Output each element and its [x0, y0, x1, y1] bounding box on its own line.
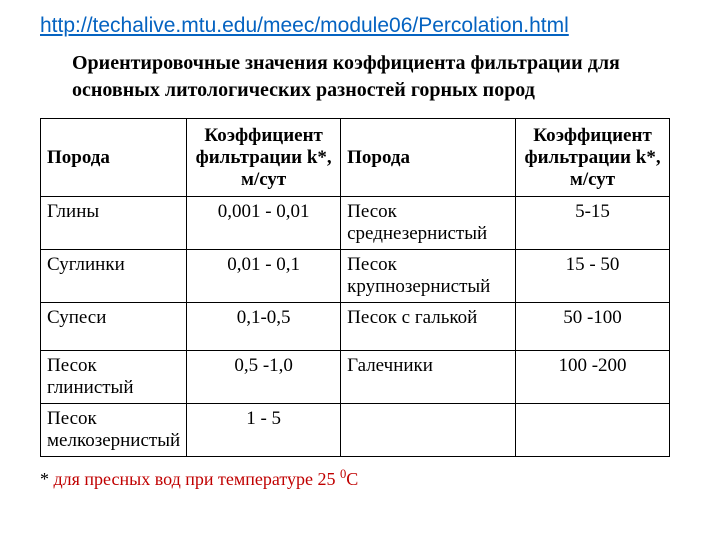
cell: Песок с галькой [341, 303, 516, 351]
cell: Супеси [41, 303, 187, 351]
cell [516, 404, 670, 457]
cell: Суглинки [41, 250, 187, 303]
filtration-table: Порода Коэффициент фильтрации k*, м/сут … [40, 118, 670, 457]
cell: 15 - 50 [516, 250, 670, 303]
cell: 0,1-0,5 [187, 303, 341, 351]
cell: 5-15 [516, 197, 670, 250]
table-row: Глины 0,001 - 0,01 Песок среднезернистый… [41, 197, 670, 250]
table-row: Песок глинистый 0,5 -1,0 Галечники 100 -… [41, 351, 670, 404]
cell: Песок глинистый [41, 351, 187, 404]
cell: 0,001 - 0,01 [187, 197, 341, 250]
cell: 100 -200 [516, 351, 670, 404]
header-coef-1: Коэффициент фильтрации k*, м/сут [187, 119, 341, 197]
table-row: Суглинки 0,01 - 0,1 Песок крупнозернисты… [41, 250, 670, 303]
footnote-text: для пресных вод при температуре 25 0С [54, 469, 359, 489]
table-row: Супеси 0,1-0,5 Песок с галькой 50 -100 [41, 303, 670, 351]
page-title: Ориентировочные значения коэффициента фи… [72, 50, 660, 104]
table-row: Песок мелкозернистый 1 - 5 [41, 404, 670, 457]
footnote: * для пресных вод при температуре 25 0С [40, 467, 680, 490]
cell: Песок мелкозернистый [41, 404, 187, 457]
cell: 0,01 - 0,1 [187, 250, 341, 303]
header-rock-1: Порода [41, 119, 187, 197]
cell: 0,5 -1,0 [187, 351, 341, 404]
header-rock-2: Порода [341, 119, 516, 197]
table-header-row: Порода Коэффициент фильтрации k*, м/сут … [41, 119, 670, 197]
header-coef-2: Коэффициент фильтрации k*, м/сут [516, 119, 670, 197]
cell: Глины [41, 197, 187, 250]
cell [341, 404, 516, 457]
cell: Песок крупнозернистый [341, 250, 516, 303]
cell: Галечники [341, 351, 516, 404]
footnote-star: * [40, 469, 54, 489]
cell: 50 -100 [516, 303, 670, 351]
source-link[interactable]: http://techalive.mtu.edu/meec/module06/P… [40, 14, 680, 38]
cell: Песок среднезернистый [341, 197, 516, 250]
cell: 1 - 5 [187, 404, 341, 457]
